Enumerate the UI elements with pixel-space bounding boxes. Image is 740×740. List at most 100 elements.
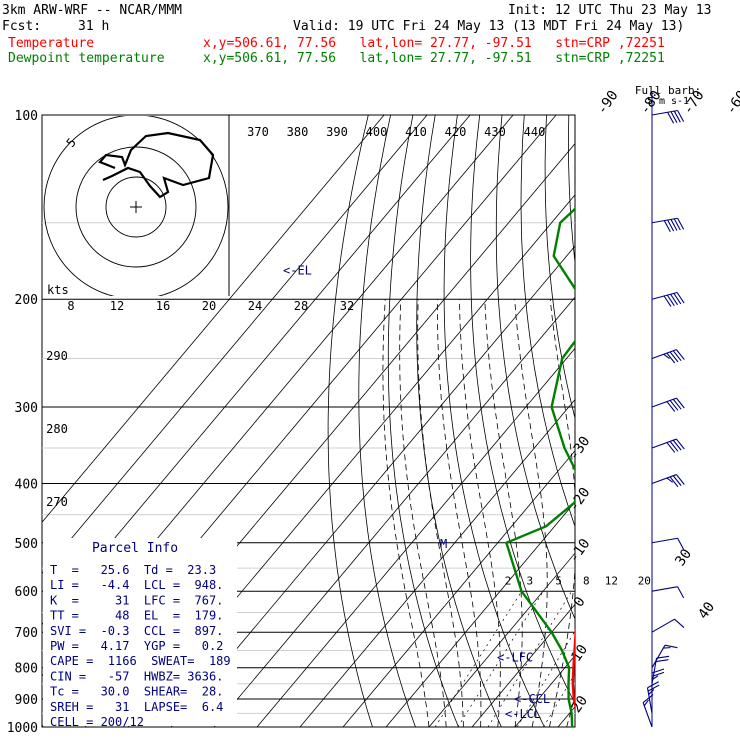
isotherm-line: [601, 115, 740, 727]
barb-key-title: Full barb:: [635, 84, 701, 97]
wind-barb-feather: [669, 400, 679, 411]
dry-adiabat: [613, 115, 740, 740]
wind-barb-feather: [651, 671, 665, 677]
parcel-info-row: CAPE = 1166 SWEAT= 189: [50, 654, 231, 668]
wind-barb-feather: [677, 586, 685, 599]
hodograph-ring: [105, 176, 167, 238]
wind-barb-feather: [666, 294, 675, 306]
wind-barb-feather: [672, 350, 682, 362]
pressure-label: 300: [15, 401, 38, 416]
isotherm-line: [42, 115, 471, 626]
dry-adiabat: [702, 115, 740, 740]
wind-barb-staff: [651, 474, 677, 484]
wind-barb-feather: [666, 401, 676, 412]
wind-barb-feather: [647, 684, 660, 692]
wind-barb-feather: [673, 110, 681, 123]
wind-barb-feather: [664, 644, 678, 649]
parcel-info-row: PW = 4.17 YGP = 0.2: [50, 639, 223, 653]
dry-adiabat: [495, 115, 575, 620]
wind-barb-feather: [667, 219, 675, 232]
temperature-legend: Temperature: [8, 36, 95, 51]
wind-barb-staff: [646, 687, 653, 714]
level-annotation: <-EL: [283, 264, 312, 278]
dewpoint-location: x,y=506.61, 77.56 lat,lon= 27.77, -97.51…: [203, 51, 665, 66]
moist-adiabat: [584, 299, 651, 727]
wind-barb-feather: [677, 537, 685, 550]
wind-barb-staff: [651, 658, 658, 684]
isotherm-label: -10: [566, 536, 594, 566]
hodograph-speed-tick: 20: [202, 299, 216, 313]
wind-barb-feather: [663, 353, 670, 359]
parcel-info-title: Parcel Info: [92, 541, 178, 556]
wind-barb: [651, 349, 685, 364]
moist-adiabat: [382, 299, 430, 727]
level-annotation: <-LCL: [505, 707, 541, 721]
wind-barb-feather: [670, 111, 678, 124]
wind-barb-feather: [672, 439, 682, 451]
wind-barb: [651, 586, 685, 599]
wind-barb-feather: [643, 699, 649, 707]
wind-barb-staff: [651, 618, 675, 633]
wind-barb-staff: [651, 586, 678, 592]
wind-barb-staff: [642, 702, 653, 728]
fcst-value: 31 h: [78, 19, 110, 34]
dewpoint-trace: [505, 207, 575, 727]
parcel-info-row: SVI = -0.3 CCL = 897.: [50, 624, 223, 638]
wind-barb-feather: [673, 293, 682, 305]
isotherm-line: [42, 115, 385, 523]
isotherm-line: [385, 501, 575, 727]
wind-barb: [651, 644, 678, 668]
moist-adiabat: [618, 299, 740, 727]
mixing-ratio-line: [487, 591, 572, 727]
wind-barb: [651, 618, 685, 633]
parcel-info-row: K = 31 LFC = 767.: [50, 593, 223, 607]
pressure-label: 400: [15, 477, 38, 492]
mixing-ratio-label: 5: [555, 575, 562, 588]
mixing-ratio-label: 12: [605, 575, 618, 588]
isotherm-line: [299, 398, 575, 727]
moist-adiabat: [601, 299, 699, 727]
hodograph-speed-tick: 28: [294, 299, 308, 313]
moist-adiabat: [549, 299, 575, 727]
theta-label: 390: [326, 125, 348, 139]
pressure-label: 100: [15, 109, 38, 124]
wind-barb-feather: [672, 398, 682, 410]
wind-barb: [642, 694, 654, 728]
theta-label: 380: [287, 125, 309, 139]
wind-barb-feather: [666, 477, 674, 483]
moist-adiabat: [417, 299, 464, 727]
wind-barb-staff: [651, 397, 677, 408]
model-title: 3km ARW-WRF -- NCAR/MMM: [2, 3, 183, 18]
wind-barb: [651, 537, 685, 550]
wind-barb: [651, 217, 685, 232]
dry-adiabat: [544, 115, 575, 420]
wind-barb-feather: [669, 476, 679, 488]
wind-barb-feather: [647, 681, 659, 689]
moist-adiabat: [399, 299, 447, 727]
dry-adiabat: [358, 115, 416, 727]
mixing-ratio-label: 2: [505, 575, 512, 588]
isotherm-line: [428, 552, 575, 727]
theta-label: 370: [247, 125, 269, 139]
isotherm-label: -60: [723, 88, 740, 118]
theta-side-label: 280: [46, 422, 68, 436]
mixing-ratio-label: 20: [638, 575, 651, 588]
hodograph-speed-tick: 16: [156, 299, 170, 313]
parcel-info-row: Tc = 30.0 SHEAR= 28.: [50, 685, 223, 699]
wind-barb: [651, 397, 685, 412]
parcel-info-box: [43, 538, 237, 726]
wind-barb-feather: [656, 655, 670, 659]
isotherm-line: [471, 603, 575, 727]
dry-adiabat: [470, 115, 575, 705]
wind-barb-staff: [651, 109, 678, 116]
isotherm-line: [687, 115, 740, 727]
wind-barb-feather: [666, 442, 676, 453]
barb-key-value: 5 m s-1: [647, 96, 689, 107]
isotherm-label: -20: [566, 485, 594, 515]
hodograph-trace: [98, 131, 215, 199]
hodograph-units: kts: [47, 283, 69, 297]
level-annotation: <-CCL: [514, 692, 550, 706]
theta-side-label: 290: [46, 349, 68, 363]
theta-label: 420: [445, 125, 467, 139]
